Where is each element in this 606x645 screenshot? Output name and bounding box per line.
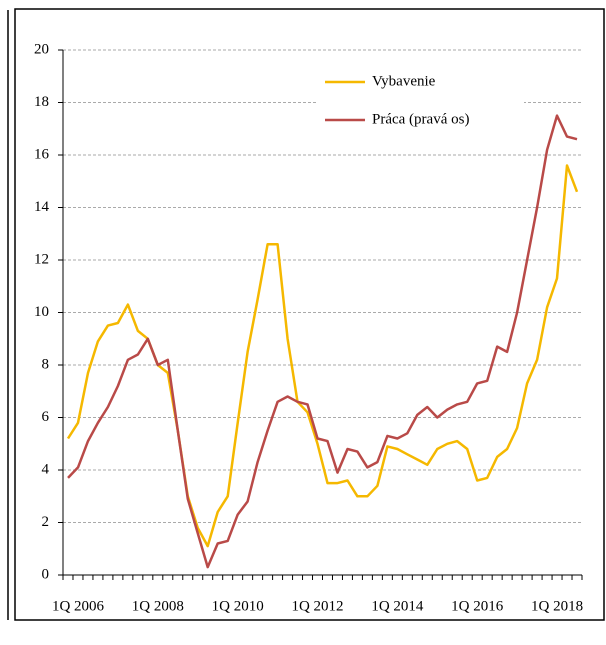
x-tick-label: 1Q 2016 — [451, 598, 504, 614]
line-series — [66, 164, 579, 548]
x-tick-label: 1Q 2010 — [212, 598, 264, 614]
y-tick-label: 8 — [42, 356, 50, 372]
y-tick-label: 10 — [34, 304, 49, 320]
x-tick-label: 1Q 2014 — [371, 598, 424, 614]
x-tick-label: 1Q 2012 — [291, 598, 343, 614]
legend-label: Vybavenie — [372, 73, 436, 89]
y-tick-label: 4 — [42, 461, 50, 477]
line-series — [67, 114, 578, 569]
legend-label: Práca (pravá os) — [372, 111, 469, 127]
legend-box — [318, 66, 524, 138]
y-tick-label: 18 — [34, 94, 49, 110]
frame — [14, 8, 605, 621]
y-tick-label: 0 — [42, 566, 50, 582]
x-tick-label: 1Q 2006 — [52, 598, 105, 614]
y-tick-label: 6 — [42, 409, 50, 425]
y-tick-label: 16 — [34, 146, 50, 162]
y-tick-label: 14 — [34, 199, 50, 215]
y-tick-label: 12 — [34, 251, 49, 267]
y-tick-label: 20 — [34, 41, 49, 57]
x-tick-label: 1Q 2018 — [531, 598, 583, 614]
x-tick-label: 1Q 2008 — [132, 598, 184, 614]
y-tick-label: 2 — [42, 514, 50, 530]
